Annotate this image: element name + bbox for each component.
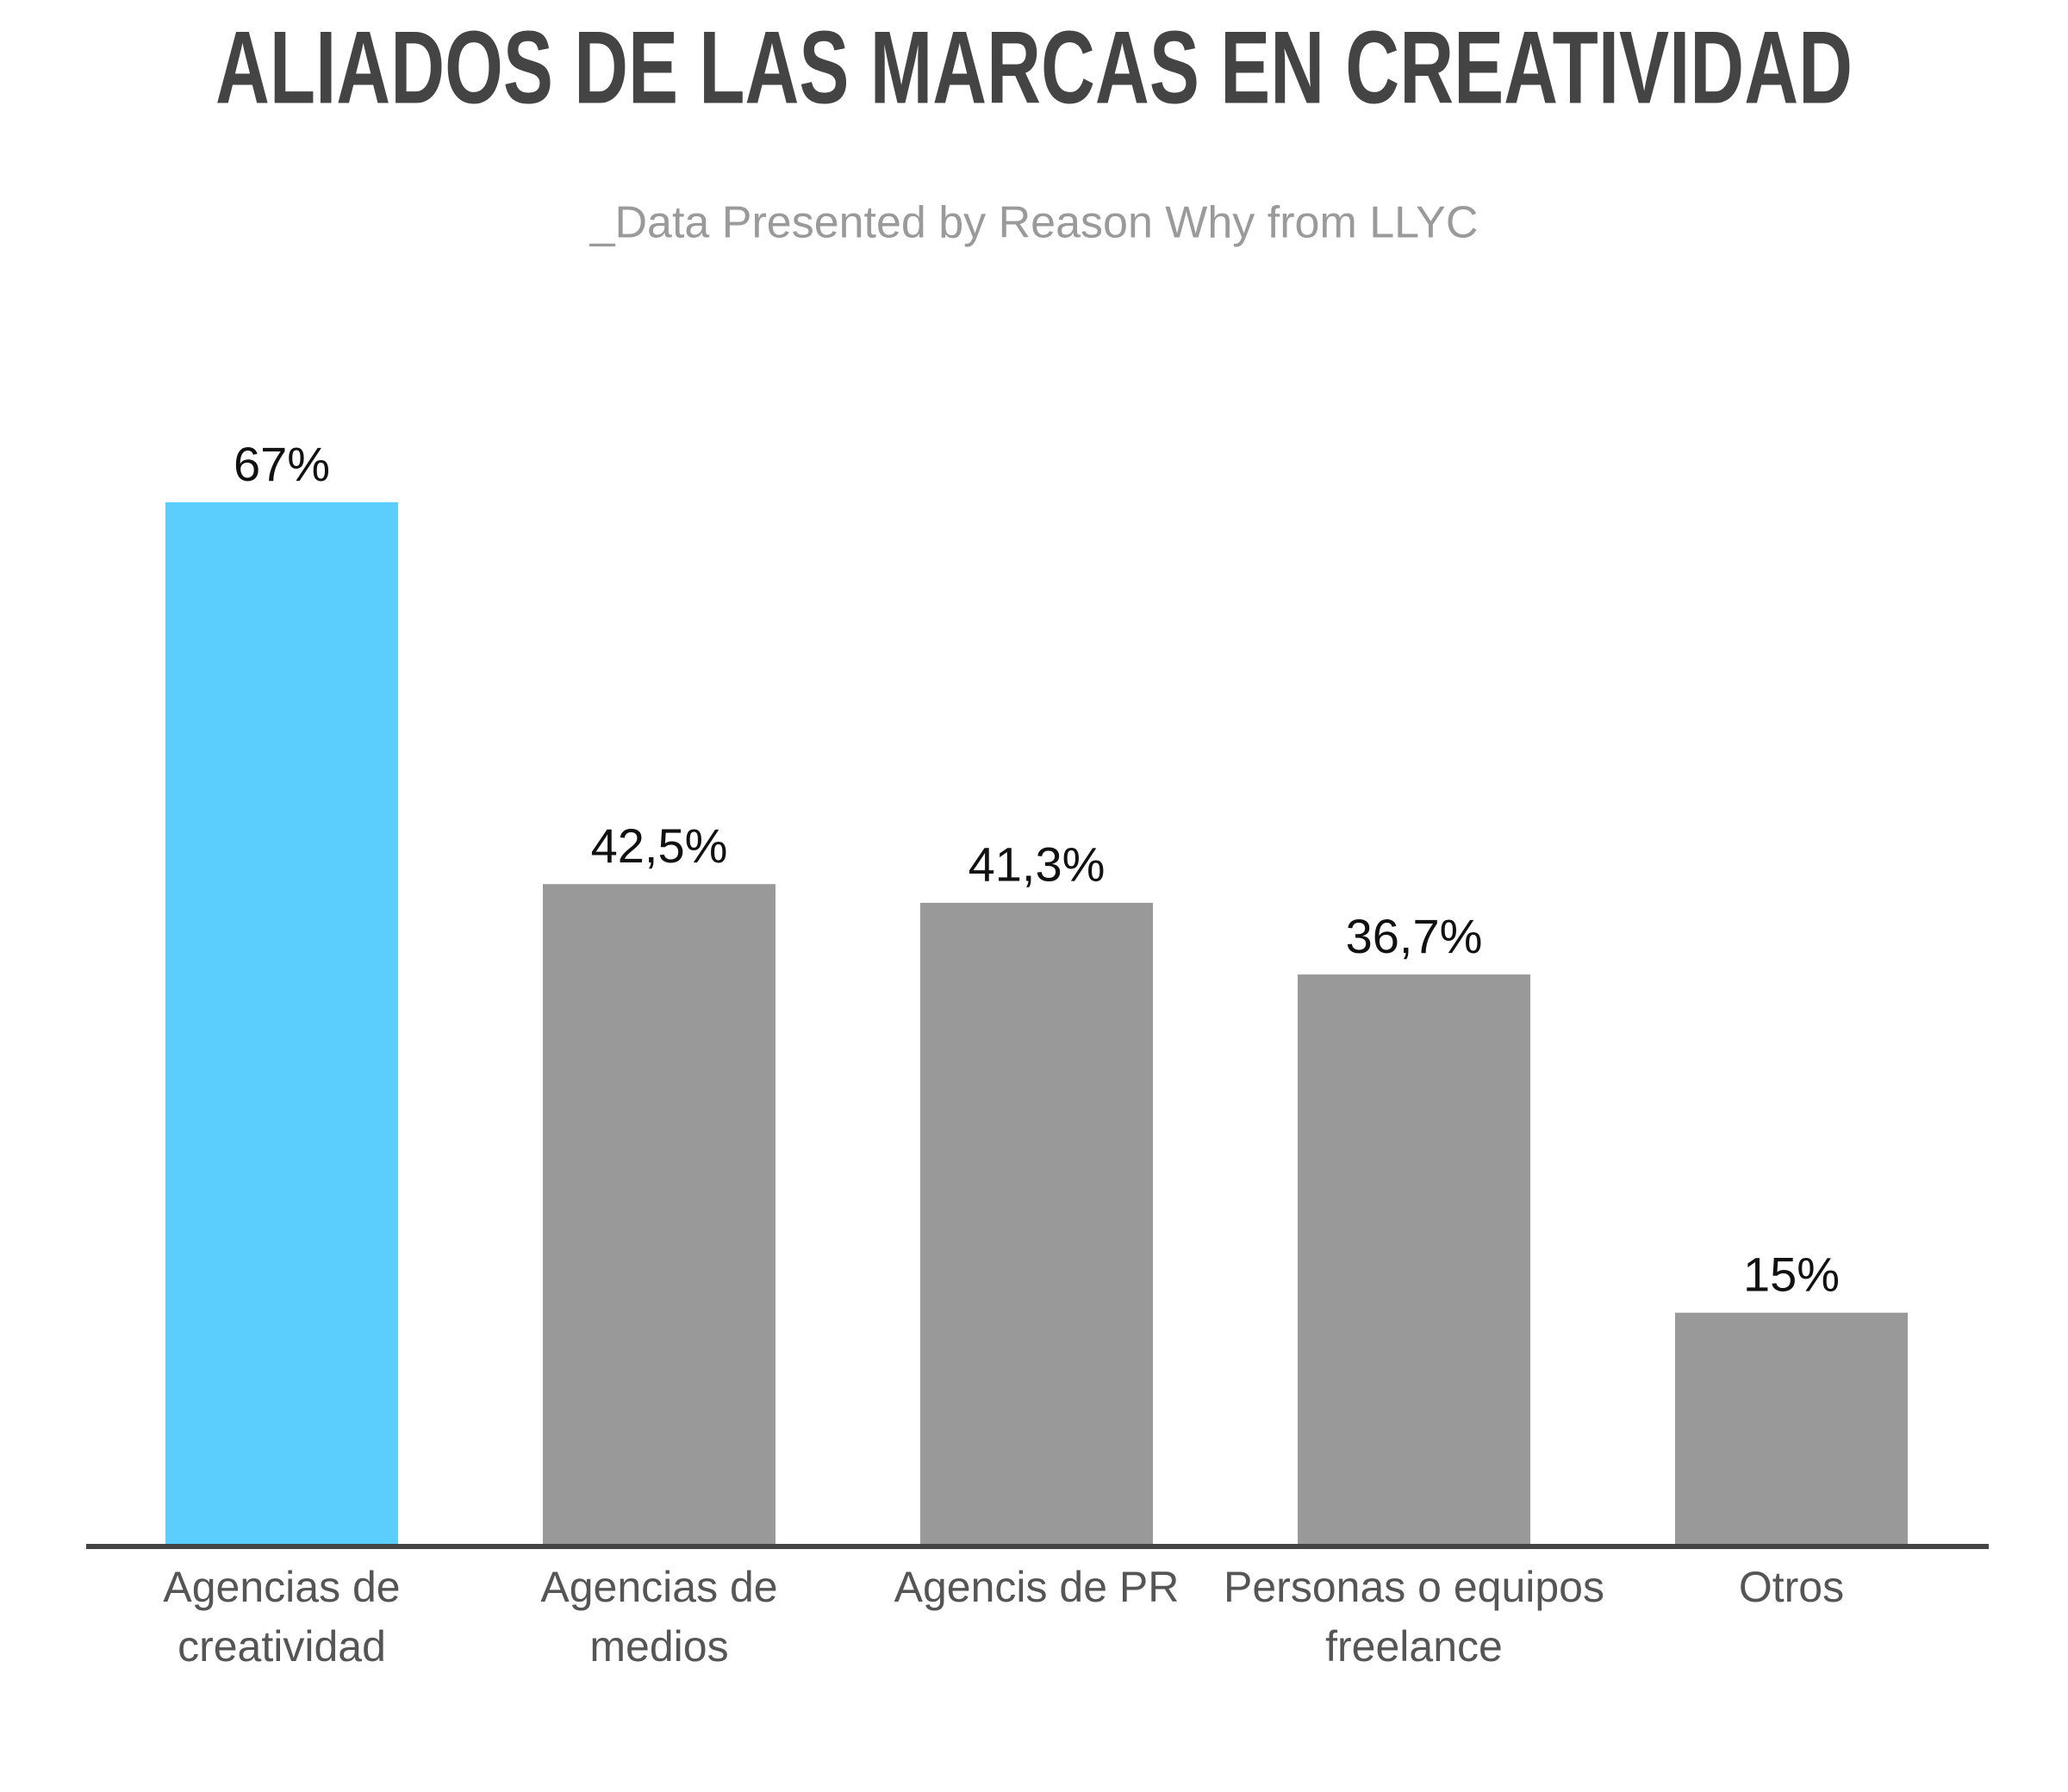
- x-tick-label: creatividad: [178, 1622, 386, 1671]
- value-label: 67%: [234, 437, 330, 491]
- value-label: 15%: [1743, 1247, 1840, 1301]
- x-tick-label: Agencias de: [163, 1563, 400, 1611]
- x-tick-label: Agencias de: [540, 1563, 777, 1611]
- bar: [1675, 1312, 1908, 1546]
- x-tick-label: Otros: [1739, 1563, 1844, 1611]
- x-tick-label: freelance: [1325, 1622, 1503, 1671]
- value-label: 36,7%: [1346, 909, 1483, 963]
- bar: [165, 502, 398, 1546]
- bar: [543, 884, 776, 1546]
- x-tick-label: Personas o equipos: [1224, 1563, 1604, 1611]
- chart-title: ALIADOS DE LAS MARCAS EN CREATIVIDAD: [215, 10, 1853, 126]
- x-tick-label: Agencis de PR: [894, 1563, 1180, 1611]
- x-tick-label: medios: [589, 1622, 728, 1671]
- bar: [920, 902, 1153, 1546]
- bar: [1298, 974, 1530, 1546]
- chart-subtitle: _Data Presented by Reason Why from LLYC: [589, 198, 1479, 248]
- value-label: 41,3%: [969, 837, 1106, 892]
- value-label: 42,5%: [591, 818, 728, 873]
